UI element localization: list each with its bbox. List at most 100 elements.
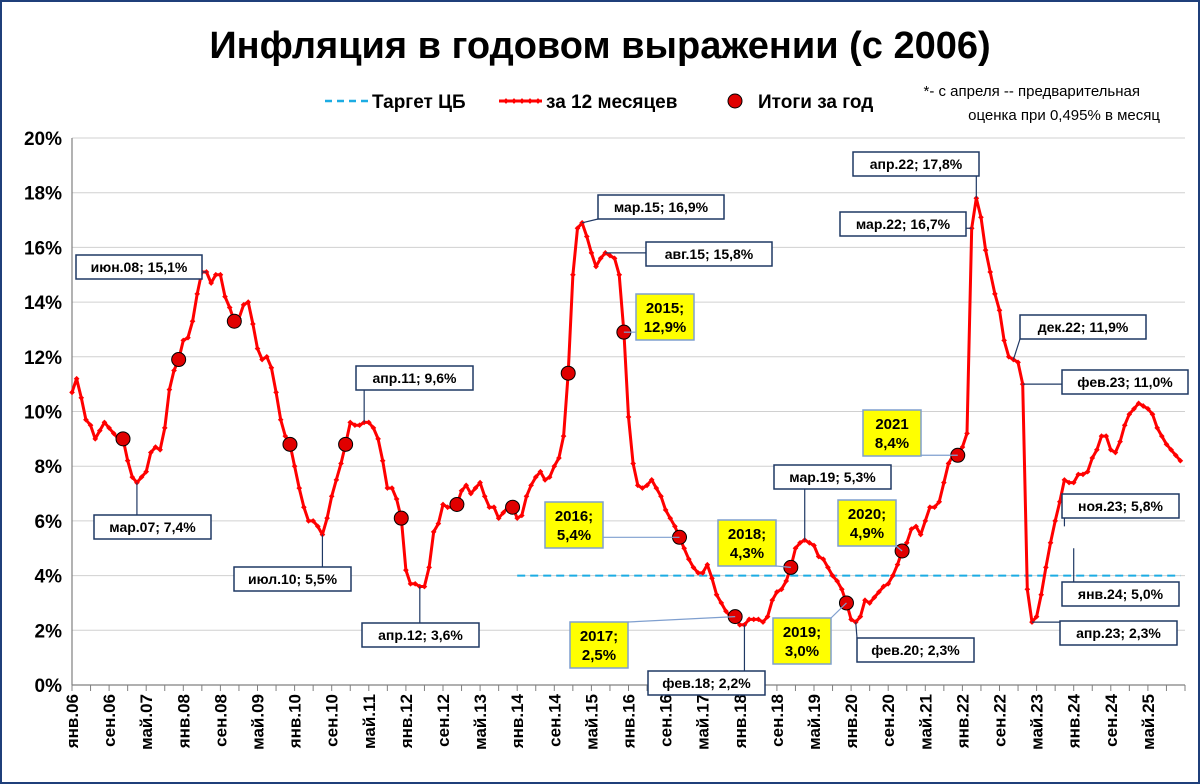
series-point-12-months <box>333 477 340 483</box>
series-point-12-months <box>941 479 947 486</box>
x-tick-label: янв.08 <box>174 694 193 749</box>
series-point-12-months <box>866 600 873 606</box>
series-point-12-months <box>996 307 1003 314</box>
series-point-12-months <box>138 474 145 480</box>
x-tick-label: янв.22 <box>953 694 972 749</box>
series-point-12-months <box>839 586 845 593</box>
legend-swatch-marker <box>511 98 517 104</box>
series-point-12-months <box>273 389 279 396</box>
series-point-12-months <box>968 225 975 232</box>
series-point-12-months <box>222 293 228 300</box>
series-point-12-months <box>277 416 284 423</box>
series-point-12-months <box>922 518 929 524</box>
x-tick-label: май.19 <box>805 694 824 750</box>
legend-label-year-end: Итоги за год <box>758 92 873 113</box>
annotation-text: 4,9% <box>850 525 884 542</box>
annotation-box <box>852 151 980 177</box>
annotation-text: фев.20; 2,3% <box>871 642 960 658</box>
series-point-12-months <box>161 425 168 431</box>
annotation-box <box>773 464 892 490</box>
x-tick-label: янв.24 <box>1065 693 1084 749</box>
series-point-12-months <box>180 337 187 344</box>
x-tick-label: май.07 <box>137 694 156 750</box>
annotation-text: 2015; <box>646 300 684 317</box>
series-point-12-months <box>1038 591 1045 598</box>
series-point-12-months <box>491 504 497 511</box>
series-point-12-months <box>301 504 307 511</box>
series-point-12-months <box>704 561 711 568</box>
annotation-text: 2,5% <box>582 647 616 664</box>
series-point-12-months <box>240 301 247 308</box>
annotation-text: апр.12; 3,6% <box>378 627 463 643</box>
annotation-box <box>361 622 480 648</box>
annotation-box-year <box>837 499 897 547</box>
annotation-leader <box>855 622 858 639</box>
series-point-12-months <box>171 367 177 374</box>
series-point-12-months <box>532 474 539 480</box>
series-point-12-months <box>124 457 131 464</box>
series-point-12-months <box>254 345 261 352</box>
series-point-12-months <box>931 504 938 511</box>
series-point-12-months <box>542 477 548 483</box>
annotation-text: авг.15; 15,8% <box>665 246 754 262</box>
series-point-12-months <box>1154 425 1161 431</box>
series-point-12-months <box>282 433 289 439</box>
y-tick-label: 2% <box>35 621 63 642</box>
y-tick-label: 20% <box>24 129 62 150</box>
series-point-12-months <box>495 515 502 522</box>
x-tick-label: сен.24 <box>1102 693 1121 746</box>
series-point-12-months <box>917 531 924 538</box>
annotation-text: мар.07; 7,4% <box>109 519 196 535</box>
series-point-12-months <box>546 474 553 480</box>
annotation-leader <box>830 602 847 619</box>
series-point-12-months <box>157 446 163 453</box>
series-point-12-months <box>1001 337 1007 344</box>
series-point-12-months <box>611 255 618 262</box>
annotation-text: июн.08; 15,1% <box>91 259 188 275</box>
series-point-12-months <box>1098 433 1105 439</box>
series-point-12-months <box>166 386 173 393</box>
series-point-12-months <box>185 334 191 341</box>
series-point-12-months <box>458 487 465 494</box>
year-end-point <box>505 499 521 515</box>
annotation-text: мар.15; 16,9% <box>614 199 709 215</box>
series-point-12-months <box>468 490 474 497</box>
annotation-text: 8,4% <box>875 435 909 452</box>
y-tick-label: 0% <box>35 676 63 697</box>
series-point-12-months <box>518 512 525 519</box>
series-point-12-months <box>1052 518 1058 524</box>
series-point-12-months <box>574 225 581 232</box>
series-point-12-months <box>913 523 919 530</box>
series-point-12-months <box>1163 441 1170 448</box>
annotation-text: 5,4% <box>557 527 591 544</box>
annotation-text: 3,0% <box>785 643 819 660</box>
series-point-12-months <box>1121 422 1128 429</box>
series-point-12-months <box>217 271 224 278</box>
series-point-12-months <box>1107 446 1114 453</box>
series-point-12-months <box>570 271 576 278</box>
series-point-12-months <box>746 616 752 623</box>
annotation-text: фев.23; 11,0% <box>1077 374 1173 390</box>
series-point-12-months <box>1103 433 1109 439</box>
series-point-12-months <box>1177 457 1184 464</box>
series-point-12-months <box>370 425 377 431</box>
series-point-12-months <box>314 523 321 530</box>
annotation-box <box>1019 314 1147 340</box>
series-point-12-months <box>681 545 687 552</box>
annotation-leader <box>581 218 599 224</box>
legend-swatch-marker <box>519 98 525 104</box>
series-point-12-months <box>73 375 80 382</box>
series-point-12-months <box>379 457 386 464</box>
series-point-12-months <box>551 463 558 470</box>
annotation-text: 4,3% <box>730 545 764 562</box>
annotation-text: мар.19; 5,3% <box>789 469 876 485</box>
annotation-box-year <box>544 501 604 549</box>
series-point-12-months <box>208 280 214 286</box>
series-point-12-months <box>927 504 933 511</box>
series-point-12-months <box>365 419 372 426</box>
series-point-12-months <box>936 498 943 505</box>
x-tick-label: сен.08 <box>211 694 230 747</box>
series-point-12-months <box>106 425 112 431</box>
x-tick-label: май.21 <box>916 694 935 750</box>
y-tick-label: 6% <box>35 512 63 533</box>
